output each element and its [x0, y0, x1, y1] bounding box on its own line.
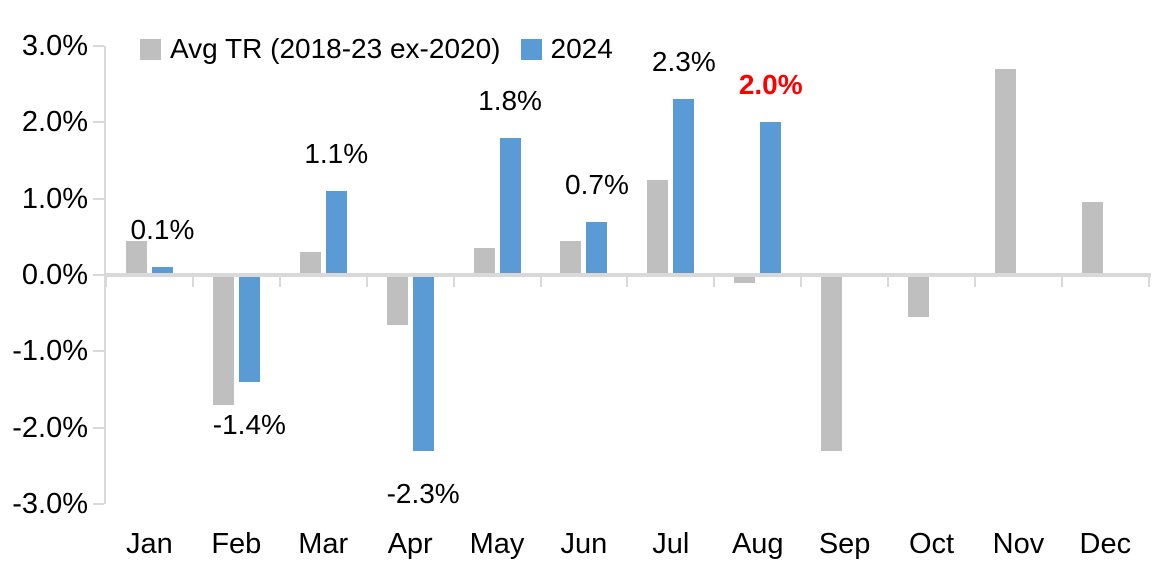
bar-2024-aug	[760, 122, 782, 275]
legend-swatch-2024-icon	[520, 38, 542, 60]
x-axis-zero-line	[104, 273, 1151, 277]
x-axis-tick	[974, 277, 976, 287]
y-axis-tick	[93, 274, 104, 276]
data-label-2024-apr: -2.3%	[386, 477, 460, 509]
x-axis-label-nov: Nov	[992, 528, 1045, 560]
bar-2024-jul	[673, 99, 695, 275]
y-axis-label-2.0%: 2.0%	[21, 106, 88, 139]
legend: Avg TR (2018-23 ex-2020) 2024	[140, 34, 613, 64]
x-axis-tick	[278, 277, 281, 287]
legend-item-avg-tr: Avg TR (2018-23 ex-2020)	[140, 34, 501, 64]
bar-avg-tr-aug	[734, 275, 756, 283]
x-axis-label-oct: Oct	[908, 528, 955, 560]
x-axis-tick	[365, 277, 368, 287]
data-label-2024-may: 1.8%	[478, 84, 542, 116]
bar-2024-jan	[151, 267, 173, 275]
x-axis-tick	[800, 277, 803, 287]
legend-swatch-avg-tr-icon	[140, 38, 161, 60]
bar-2024-may	[499, 137, 521, 275]
y-axis-tick	[93, 426, 104, 429]
bar-2024-feb	[238, 275, 260, 382]
x-axis-tick	[452, 277, 455, 287]
data-label-2024-jun: 0.7%	[565, 168, 629, 200]
data-label-2024-jan: 0.1%	[130, 214, 195, 246]
y-axis-label--1.0%: -1.0%	[12, 335, 88, 368]
bar-avg-tr-nov	[994, 68, 1016, 275]
y-axis-label-0.0%: 0.0%	[21, 259, 88, 291]
y-axis-label-3.0%: 3.0%	[21, 30, 88, 62]
bar-avg-tr-jul	[647, 179, 669, 275]
x-axis-label-jan: Jan	[126, 528, 173, 560]
bar-avg-tr-sep	[821, 275, 843, 451]
x-axis-label-mar: Mar	[298, 528, 349, 560]
x-axis-tick	[1147, 277, 1150, 287]
y-axis-tick	[93, 197, 104, 200]
y-axis-label--3.0%: -3.0%	[12, 487, 88, 520]
x-axis-label-sep: Sep	[818, 528, 871, 560]
y-axis-label--2.0%: -2.0%	[12, 411, 88, 444]
x-axis-label-aug: Aug	[731, 528, 784, 560]
bar-avg-tr-mar	[299, 252, 321, 275]
y-axis-tick	[93, 350, 104, 353]
legend-item-2024: 2024	[520, 33, 613, 64]
x-axis-label-jul: Jul	[652, 528, 690, 560]
bar-avg-tr-dec	[1081, 202, 1103, 275]
x-axis-label-jun: Jun	[560, 528, 608, 560]
legend-label-avg-tr: Avg TR (2018-23 ex-2020)	[170, 33, 501, 64]
x-axis-tick	[626, 277, 629, 287]
legend-label-2024: 2024	[550, 33, 613, 64]
bar-2024-mar	[325, 191, 347, 275]
x-axis-label-dec: Dec	[1079, 528, 1132, 560]
data-label-2024-jul: 2.3%	[651, 46, 716, 78]
x-axis-tick	[1060, 277, 1063, 287]
x-axis-tick	[887, 277, 890, 287]
bar-avg-tr-apr	[386, 275, 408, 325]
x-axis-tick	[191, 277, 194, 287]
x-axis-label-may: May	[469, 528, 525, 560]
x-axis-tick	[105, 277, 107, 287]
y-axis-tick	[93, 45, 104, 47]
bar-2024-apr	[412, 275, 434, 451]
bar-avg-tr-jun	[560, 240, 582, 275]
data-label-2024-feb: -1.4%	[212, 408, 286, 440]
bar-avg-tr-feb	[212, 275, 234, 405]
bar-avg-tr-jan	[125, 240, 147, 275]
bar-2024-jun	[586, 221, 608, 275]
y-axis-tick	[93, 121, 104, 124]
y-axis-label-1.0%: 1.0%	[21, 182, 88, 215]
x-axis-label-apr: Apr	[387, 528, 433, 560]
x-axis-label-feb: Feb	[211, 528, 262, 560]
y-axis-tick	[93, 502, 104, 505]
bar-avg-tr-oct	[908, 275, 930, 317]
x-axis-tick	[713, 277, 716, 287]
data-label-2024-aug: 2.0%	[738, 69, 803, 101]
data-label-2024-mar: 1.1%	[304, 138, 369, 170]
x-axis-tick	[539, 277, 542, 287]
bar-avg-tr-may	[473, 248, 495, 275]
